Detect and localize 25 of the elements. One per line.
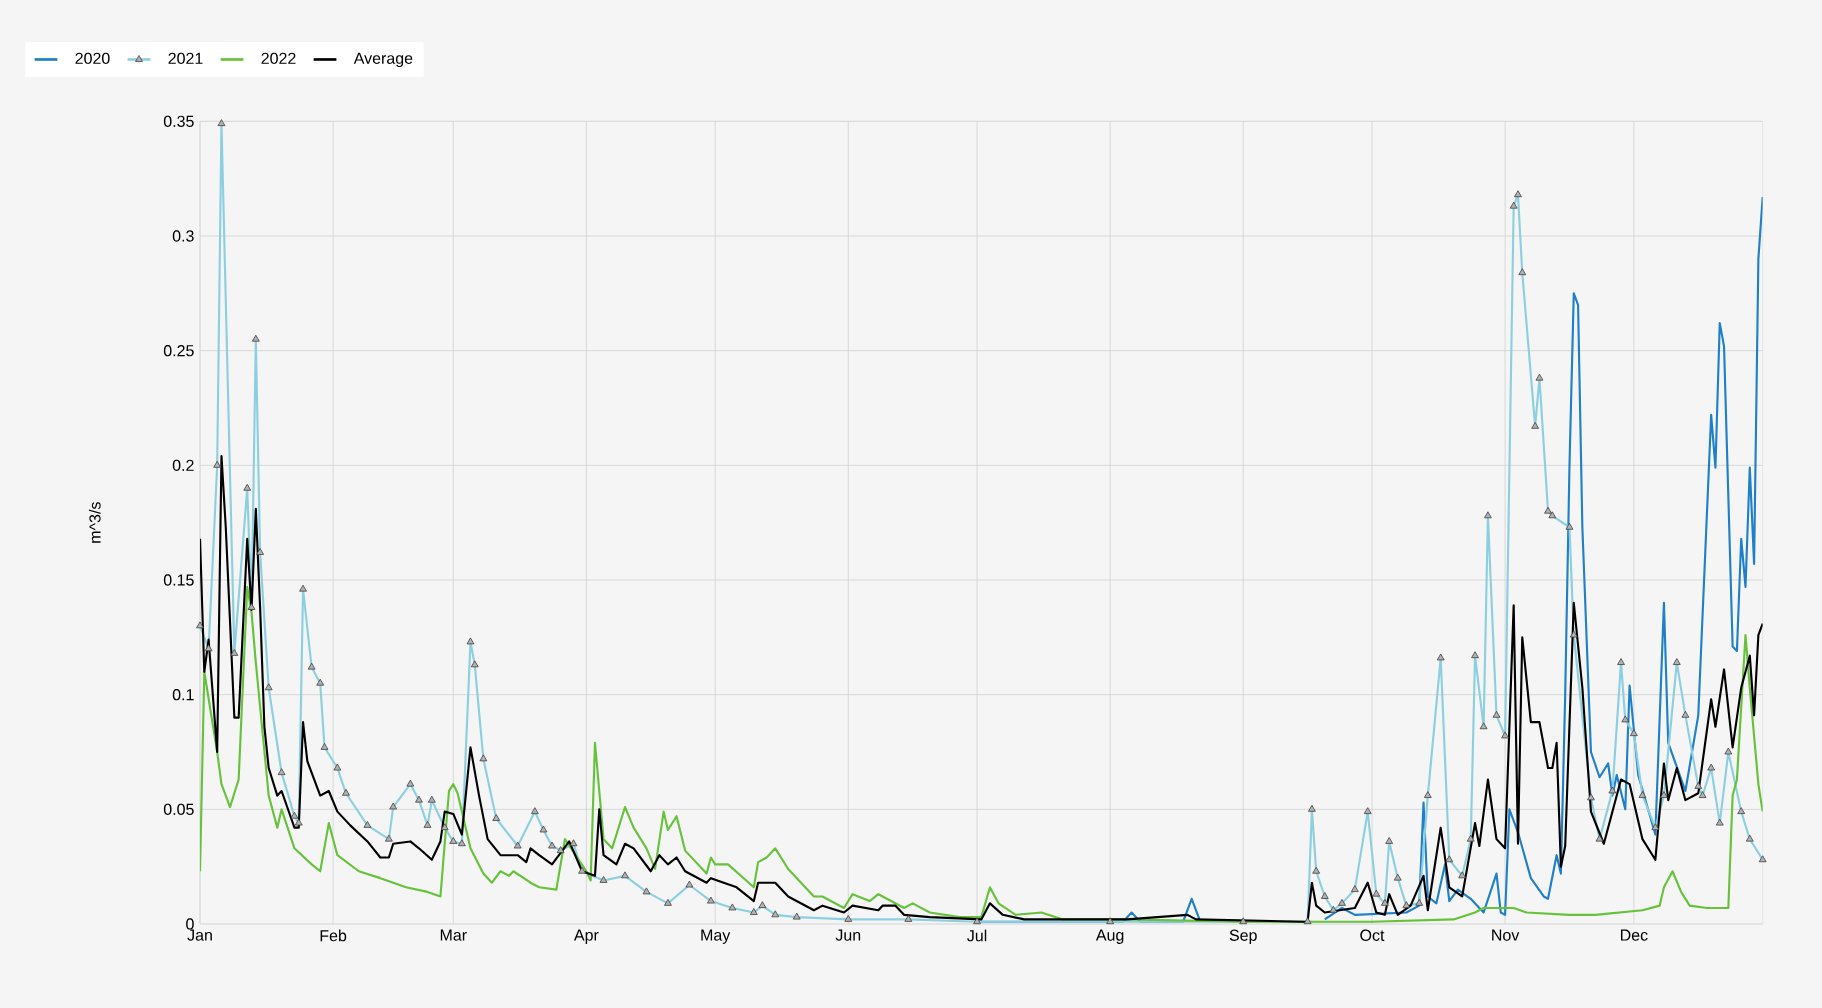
- legend-label: Average: [353, 52, 413, 68]
- y-tick-label: 0.2: [172, 459, 194, 471]
- x-tick-label: Jul: [967, 929, 987, 942]
- x-tick-label: Feb: [320, 929, 347, 942]
- y-tick-label: 0.1: [172, 689, 194, 701]
- x-tick-label: May: [701, 929, 731, 944]
- y-tick-label: 0.05: [163, 803, 194, 815]
- x-tick-label: Nov: [1492, 929, 1520, 941]
- x-tick-label: Jan: [187, 929, 212, 941]
- x-tick-label: Oct: [1360, 929, 1385, 941]
- y-tick-label: 0.15: [163, 574, 194, 586]
- x-tick-label: Dec: [1620, 929, 1648, 941]
- y-tick-label: 0.3: [172, 230, 194, 242]
- y-tick-label: 0: [186, 918, 194, 930]
- legend-label: 2020: [75, 52, 110, 65]
- x-tick-label: Sep: [1229, 929, 1257, 945]
- y-tick-label: 0.25: [163, 345, 194, 357]
- x-tick-label: Apr: [573, 929, 599, 944]
- y-tick-label: 0.35: [163, 115, 194, 127]
- y-axis-title: m^3/s: [88, 502, 101, 543]
- x-tick-label: Aug: [1095, 929, 1124, 944]
- x-tick-label: Jun: [835, 929, 861, 941]
- legend-label: 2022: [261, 52, 296, 65]
- x-tick-label: Mar: [440, 929, 467, 941]
- legend-label: 2021: [168, 52, 203, 65]
